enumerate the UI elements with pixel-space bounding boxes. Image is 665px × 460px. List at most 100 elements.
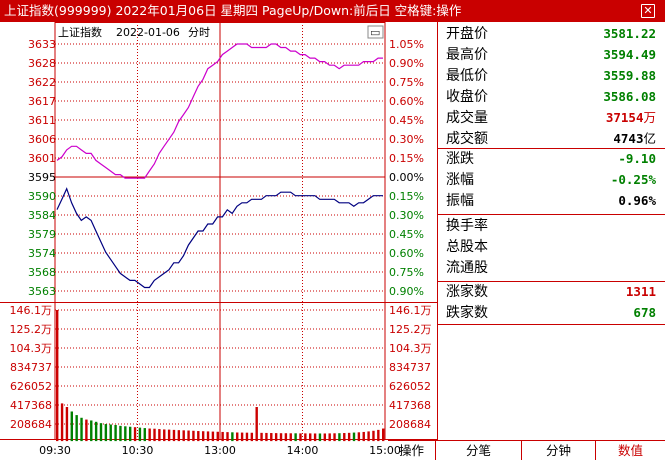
percent-tick-label: 0.30%	[389, 209, 424, 222]
price-tick-label: 3601	[28, 152, 56, 165]
stat-row: 最低价 3559.88	[438, 65, 665, 87]
price-tick-label: 3628	[28, 57, 56, 70]
chart-grid	[0, 22, 437, 440]
stat-row: 成交额 4743亿	[438, 128, 665, 150]
percent-tick-label: 0.60%	[389, 247, 424, 260]
price-tick-label: 3622	[28, 76, 56, 89]
volume-bar	[323, 433, 327, 442]
volume-bar	[294, 433, 297, 442]
price-tick-label: 3595	[28, 171, 56, 184]
chart-header: 上证指数 2022-01-06 分时 ▭	[58, 25, 384, 39]
time-tick-label: 15:00	[369, 444, 401, 457]
volume-bar	[299, 433, 302, 442]
tab-values[interactable]: 数值	[617, 443, 643, 458]
volume-bar	[85, 419, 88, 442]
volume-bar	[153, 428, 156, 442]
volume-bar	[60, 403, 64, 442]
volume-tick-label: 626052	[10, 380, 52, 393]
volume-tick-label-right: 208684	[389, 418, 431, 431]
volume-bar	[333, 433, 336, 442]
volume-bar	[309, 433, 312, 442]
window-title: 上证指数(999999) 2022年01月06日 星期四 PageUp/Down…	[4, 3, 462, 18]
volume-tick-label: 834737	[10, 361, 52, 374]
volume-bar	[211, 431, 215, 442]
volume-bar	[270, 433, 273, 442]
volume-tick-label: 146.1万	[10, 304, 53, 317]
share-row: 流通股	[438, 257, 665, 279]
average-price-line	[56, 43, 383, 179]
volume-bar	[99, 423, 103, 442]
stat-row-label: 最低价	[446, 68, 488, 84]
volume-bar	[226, 432, 229, 442]
time-tick-label: 10:30	[122, 444, 154, 457]
chart-date: 2022-01-06	[116, 26, 180, 39]
breadth-row-value: 1311	[625, 284, 656, 299]
volume-tick-label-right: 834737	[389, 361, 431, 374]
volume-bar	[201, 431, 205, 442]
volume-bar	[167, 429, 171, 442]
volume-bar	[177, 430, 181, 442]
volume-bar	[372, 430, 375, 442]
volume-bar	[143, 428, 146, 442]
chart-toggle-button[interactable]	[367, 25, 384, 39]
breadth-row-label: 跌家数	[446, 305, 488, 321]
volume-bar	[289, 433, 292, 442]
price-tick-label: 3568	[28, 266, 56, 279]
volume-bar	[304, 433, 307, 442]
stat-row-value: 37154万	[605, 110, 656, 125]
tab-minute[interactable]: 分钟	[522, 441, 596, 460]
percent-tick-label: 0.75%	[389, 266, 424, 279]
stat-row-label: 成交额	[446, 131, 488, 147]
volume-tick-label: 417368	[10, 399, 52, 412]
window-title-bar: 上证指数(999999) 2022年01月06日 星期四 PageUp/Down…	[0, 0, 665, 22]
volume-bar	[352, 432, 356, 442]
price-tick-label: 3633	[28, 38, 56, 51]
volume-bar	[75, 415, 78, 442]
volume-bar	[260, 432, 263, 442]
close-icon[interactable]: ✕	[641, 4, 655, 18]
axis-labels: 3633 1.05% 3628 0.90% 3622 0.75% 3617 0.60% 3611…	[10, 38, 432, 457]
volume-bar	[313, 433, 317, 442]
time-tick-label: 09:30	[39, 444, 71, 457]
volume-tick-label: 125.2万	[10, 323, 53, 336]
change-row: 振幅 0.96%	[438, 190, 665, 212]
stat-row-label: 最高价	[446, 47, 488, 63]
stat-row-label: 成交量	[446, 110, 488, 126]
price-tick-label: 3563	[28, 285, 56, 298]
stat-row-unit: 万	[643, 110, 656, 125]
volume-tick-label-right: 146.1万	[389, 304, 432, 317]
volume-bar	[65, 407, 69, 442]
volume-bar	[338, 433, 341, 442]
stat-row-value: 3586.08	[603, 89, 656, 104]
price-lines	[56, 43, 383, 289]
volume-bar	[347, 432, 351, 442]
volume-bar	[318, 433, 322, 442]
chart-toggle-icon: ▭	[370, 26, 380, 39]
stat-row-value: 3581.22	[603, 26, 656, 41]
chart-index-name: 上证指数	[58, 25, 102, 39]
volume-bar	[255, 407, 258, 442]
tab-trades[interactable]: 分笔	[436, 441, 522, 460]
volume-bar	[367, 431, 370, 442]
stat-row: 成交量 37154万	[438, 107, 665, 129]
tab-operate[interactable]: 操作	[388, 441, 436, 460]
stat-row-value: 4743亿	[613, 131, 656, 146]
price-tick-label: 3584	[28, 209, 56, 222]
stat-row-value: 3594.49	[603, 47, 656, 62]
percent-tick-label: 0.90%	[389, 57, 424, 70]
stat-row-unit: 亿	[643, 131, 656, 146]
volume-bar	[124, 426, 127, 442]
change-row-label: 涨跌	[446, 151, 474, 167]
change-row-value: -9.10	[618, 151, 656, 166]
volume-bar	[274, 433, 278, 442]
volume-bar	[148, 428, 151, 442]
volume-bar	[80, 417, 83, 442]
price-tick-label: 3574	[28, 247, 56, 260]
stat-row: 收盘价 3586.08	[438, 86, 665, 108]
time-tick-label: 13:00	[204, 444, 236, 457]
stat-row-label: 开盘价	[446, 26, 488, 42]
price-tick-label: 3611	[28, 114, 56, 127]
share-row-label: 总股本	[446, 239, 488, 255]
volume-tick-label: 208684	[10, 418, 52, 431]
percent-tick-label: 0.45%	[389, 228, 424, 241]
